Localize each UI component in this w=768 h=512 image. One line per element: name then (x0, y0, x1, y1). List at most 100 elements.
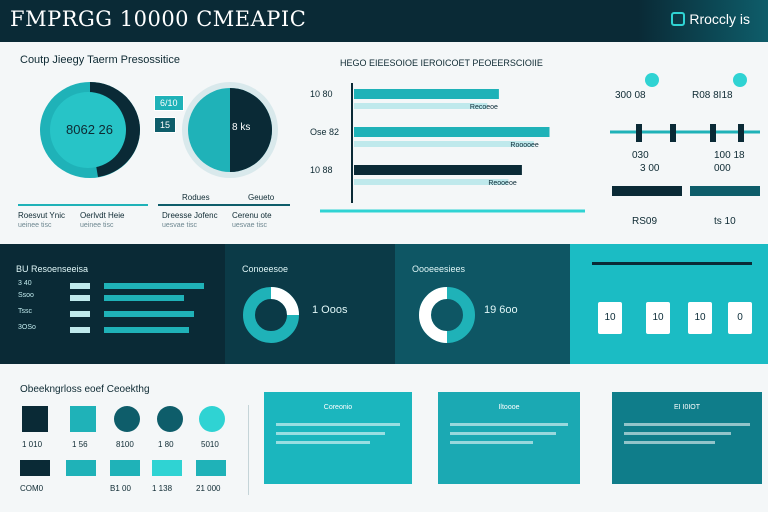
pill-bottom: 15 (154, 117, 177, 133)
info-panel-1-title: Coreonio (323, 404, 353, 411)
caption-1: Roesvut Ynic (18, 211, 65, 220)
tile-b-label-3: 1 138 (152, 484, 173, 493)
page-title: FMPRGG 10000 CMEAPIC (10, 7, 307, 31)
tile-b1 (20, 460, 50, 476)
info-panel-1: Coreonio (264, 392, 412, 484)
pie-right-label: 8 ks (232, 122, 251, 133)
info-panel-3: EI I0IOT (612, 392, 762, 484)
info-bottom-left: RS09 (632, 216, 658, 227)
info-top-right: R08 8I18 (692, 90, 733, 101)
band-p3-value: 19 6oo (484, 304, 518, 316)
tile-b2 (66, 460, 96, 476)
pie-left-inner (50, 92, 126, 168)
panel-2-line-1 (450, 423, 568, 426)
pie-chart-right (182, 82, 278, 178)
bar-value-2: Rooooee (510, 142, 539, 149)
section3-divider (248, 405, 249, 495)
tile-label-2: 1 56 (72, 440, 88, 449)
caption-2-sub: ueinee tisc (80, 222, 114, 229)
band-p3-title: Oooeeesiees (412, 264, 466, 274)
tile-5 (199, 406, 225, 432)
bar-2 (354, 127, 550, 137)
timeline-tick-4 (738, 124, 744, 142)
band-card-4[interactable]: 0 (728, 302, 752, 334)
band-bar-1b (104, 283, 204, 289)
timeline-graphic (610, 124, 760, 142)
band-bar-1a (70, 283, 90, 289)
bar-chart-title: HEGO EIEESOIOE IEROICOET PEOEERSCIOIIE (340, 58, 543, 68)
caption-top-left: Rodues (182, 193, 210, 202)
tile-b5 (196, 460, 226, 476)
band-bar-4b (104, 327, 189, 333)
panel-1-line-1 (276, 423, 400, 426)
info-panel-3-title: EI I0IOT (673, 404, 701, 411)
band-p4-line (592, 262, 752, 265)
caption-2: Oerlvdt Heie (80, 211, 125, 220)
caption-1-sub: ueinee tisc (18, 222, 52, 229)
panel-1-line-3 (276, 441, 371, 444)
band-bar-2a (70, 295, 90, 301)
band-p2-title: Conoeesoe (242, 264, 289, 274)
pie-left-label: 8062 26 (66, 122, 113, 137)
info-row1-left: 030 (632, 150, 649, 161)
tile-2 (70, 406, 96, 432)
brand-icon (671, 12, 686, 26)
band-panel-1 (0, 244, 225, 364)
band-donut-1-seg (270, 287, 299, 316)
band-bar-3a (70, 311, 90, 317)
caption-line-left (18, 204, 148, 206)
band-donut-1 (243, 287, 299, 343)
pie-right-slice (230, 88, 272, 172)
bar-value-1: Recoeoe (470, 104, 498, 111)
band-card-3[interactable]: 10 (688, 302, 712, 334)
info-dot-2 (733, 73, 747, 87)
panel-2-line-2 (450, 432, 557, 435)
pie-chart-left (40, 82, 140, 178)
info-panel-2: Iltoooe (438, 392, 580, 484)
band-card-1[interactable]: 10 (598, 302, 622, 334)
tile-b3 (110, 460, 140, 476)
tile-b-label-4: 21 000 (196, 484, 221, 493)
band-donut-2 (418, 287, 475, 343)
brand-logo[interactable]: Rroccly is (671, 11, 750, 27)
tile-label-3: 8100 (116, 440, 134, 449)
band-card-2[interactable]: 10 (646, 302, 670, 334)
band-row-label-3: Tssc (18, 308, 32, 315)
panel-1-line-2 (276, 432, 386, 435)
caption-4-sub: uesvae tisc (232, 222, 268, 229)
timeline-tick-1 (636, 124, 642, 142)
panel-3-line-1 (624, 423, 750, 426)
info-row2-right: 000 (714, 163, 731, 174)
header-bar (0, 0, 768, 42)
info-top-left: 300 08 (615, 90, 646, 101)
caption-3: Dreesse Jofenc (162, 211, 218, 220)
bar-label-3: 10 88 (310, 165, 333, 175)
caption-line-right (158, 204, 290, 206)
bar-chart: 10 80 Recoeoe Ose 82 Rooooee 10 88 Reooeoe (310, 83, 585, 213)
info-bar-right (690, 186, 760, 196)
info-bottom-right: ts 10 (714, 216, 736, 227)
header-accent (638, 0, 768, 42)
timeline-tick-2 (670, 124, 676, 142)
tile-b4 (152, 460, 182, 476)
bar-1 (354, 89, 499, 99)
caption-4: Cerenu ote (232, 211, 272, 220)
band-row-label-4: 3OSo (18, 324, 36, 331)
caption-top-right: Geueto (248, 193, 275, 202)
panel-3-line-2 (624, 432, 732, 435)
info-dot-1 (645, 73, 659, 87)
panel-2-line-3 (450, 441, 533, 444)
tile-label-5: 5010 (201, 440, 219, 449)
band-row-label-2: Ssoo (18, 292, 34, 299)
info-row1-right: 100 18 (714, 150, 745, 161)
tile-3 (114, 406, 140, 432)
info-row2-left: 3 00 (640, 163, 660, 174)
section3-title: Obeekngrloss eoef Ceoekthg (20, 384, 150, 395)
band-p1-title: BU Resoenseeisa (16, 264, 89, 274)
info-dots (645, 73, 747, 87)
band-bar-2b (104, 295, 184, 301)
caption-3-sub: uesvae tisc (162, 222, 198, 229)
info-bar-left (612, 186, 682, 196)
bar-value-3: Reooeoe (488, 180, 517, 187)
timeline-tick-3 (710, 124, 716, 142)
